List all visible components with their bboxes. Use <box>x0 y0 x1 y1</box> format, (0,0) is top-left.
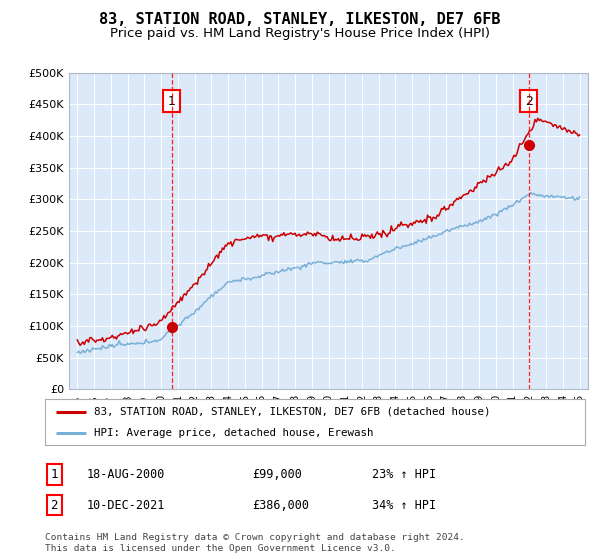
Text: 1: 1 <box>50 468 58 481</box>
Text: 2: 2 <box>50 498 58 512</box>
Text: £386,000: £386,000 <box>252 498 309 512</box>
Text: 83, STATION ROAD, STANLEY, ILKESTON, DE7 6FB (detached house): 83, STATION ROAD, STANLEY, ILKESTON, DE7… <box>94 407 490 417</box>
Text: 1: 1 <box>167 95 176 108</box>
Text: 34% ↑ HPI: 34% ↑ HPI <box>372 498 436 512</box>
Text: 10-DEC-2021: 10-DEC-2021 <box>87 498 166 512</box>
Text: HPI: Average price, detached house, Erewash: HPI: Average price, detached house, Erew… <box>94 428 373 438</box>
Text: 18-AUG-2000: 18-AUG-2000 <box>87 468 166 481</box>
Text: 83, STATION ROAD, STANLEY, ILKESTON, DE7 6FB: 83, STATION ROAD, STANLEY, ILKESTON, DE7… <box>99 12 501 27</box>
Text: 23% ↑ HPI: 23% ↑ HPI <box>372 468 436 481</box>
Text: 2: 2 <box>524 95 533 108</box>
Text: £99,000: £99,000 <box>252 468 302 481</box>
Text: Price paid vs. HM Land Registry's House Price Index (HPI): Price paid vs. HM Land Registry's House … <box>110 27 490 40</box>
Text: Contains HM Land Registry data © Crown copyright and database right 2024.
This d: Contains HM Land Registry data © Crown c… <box>45 533 465 553</box>
